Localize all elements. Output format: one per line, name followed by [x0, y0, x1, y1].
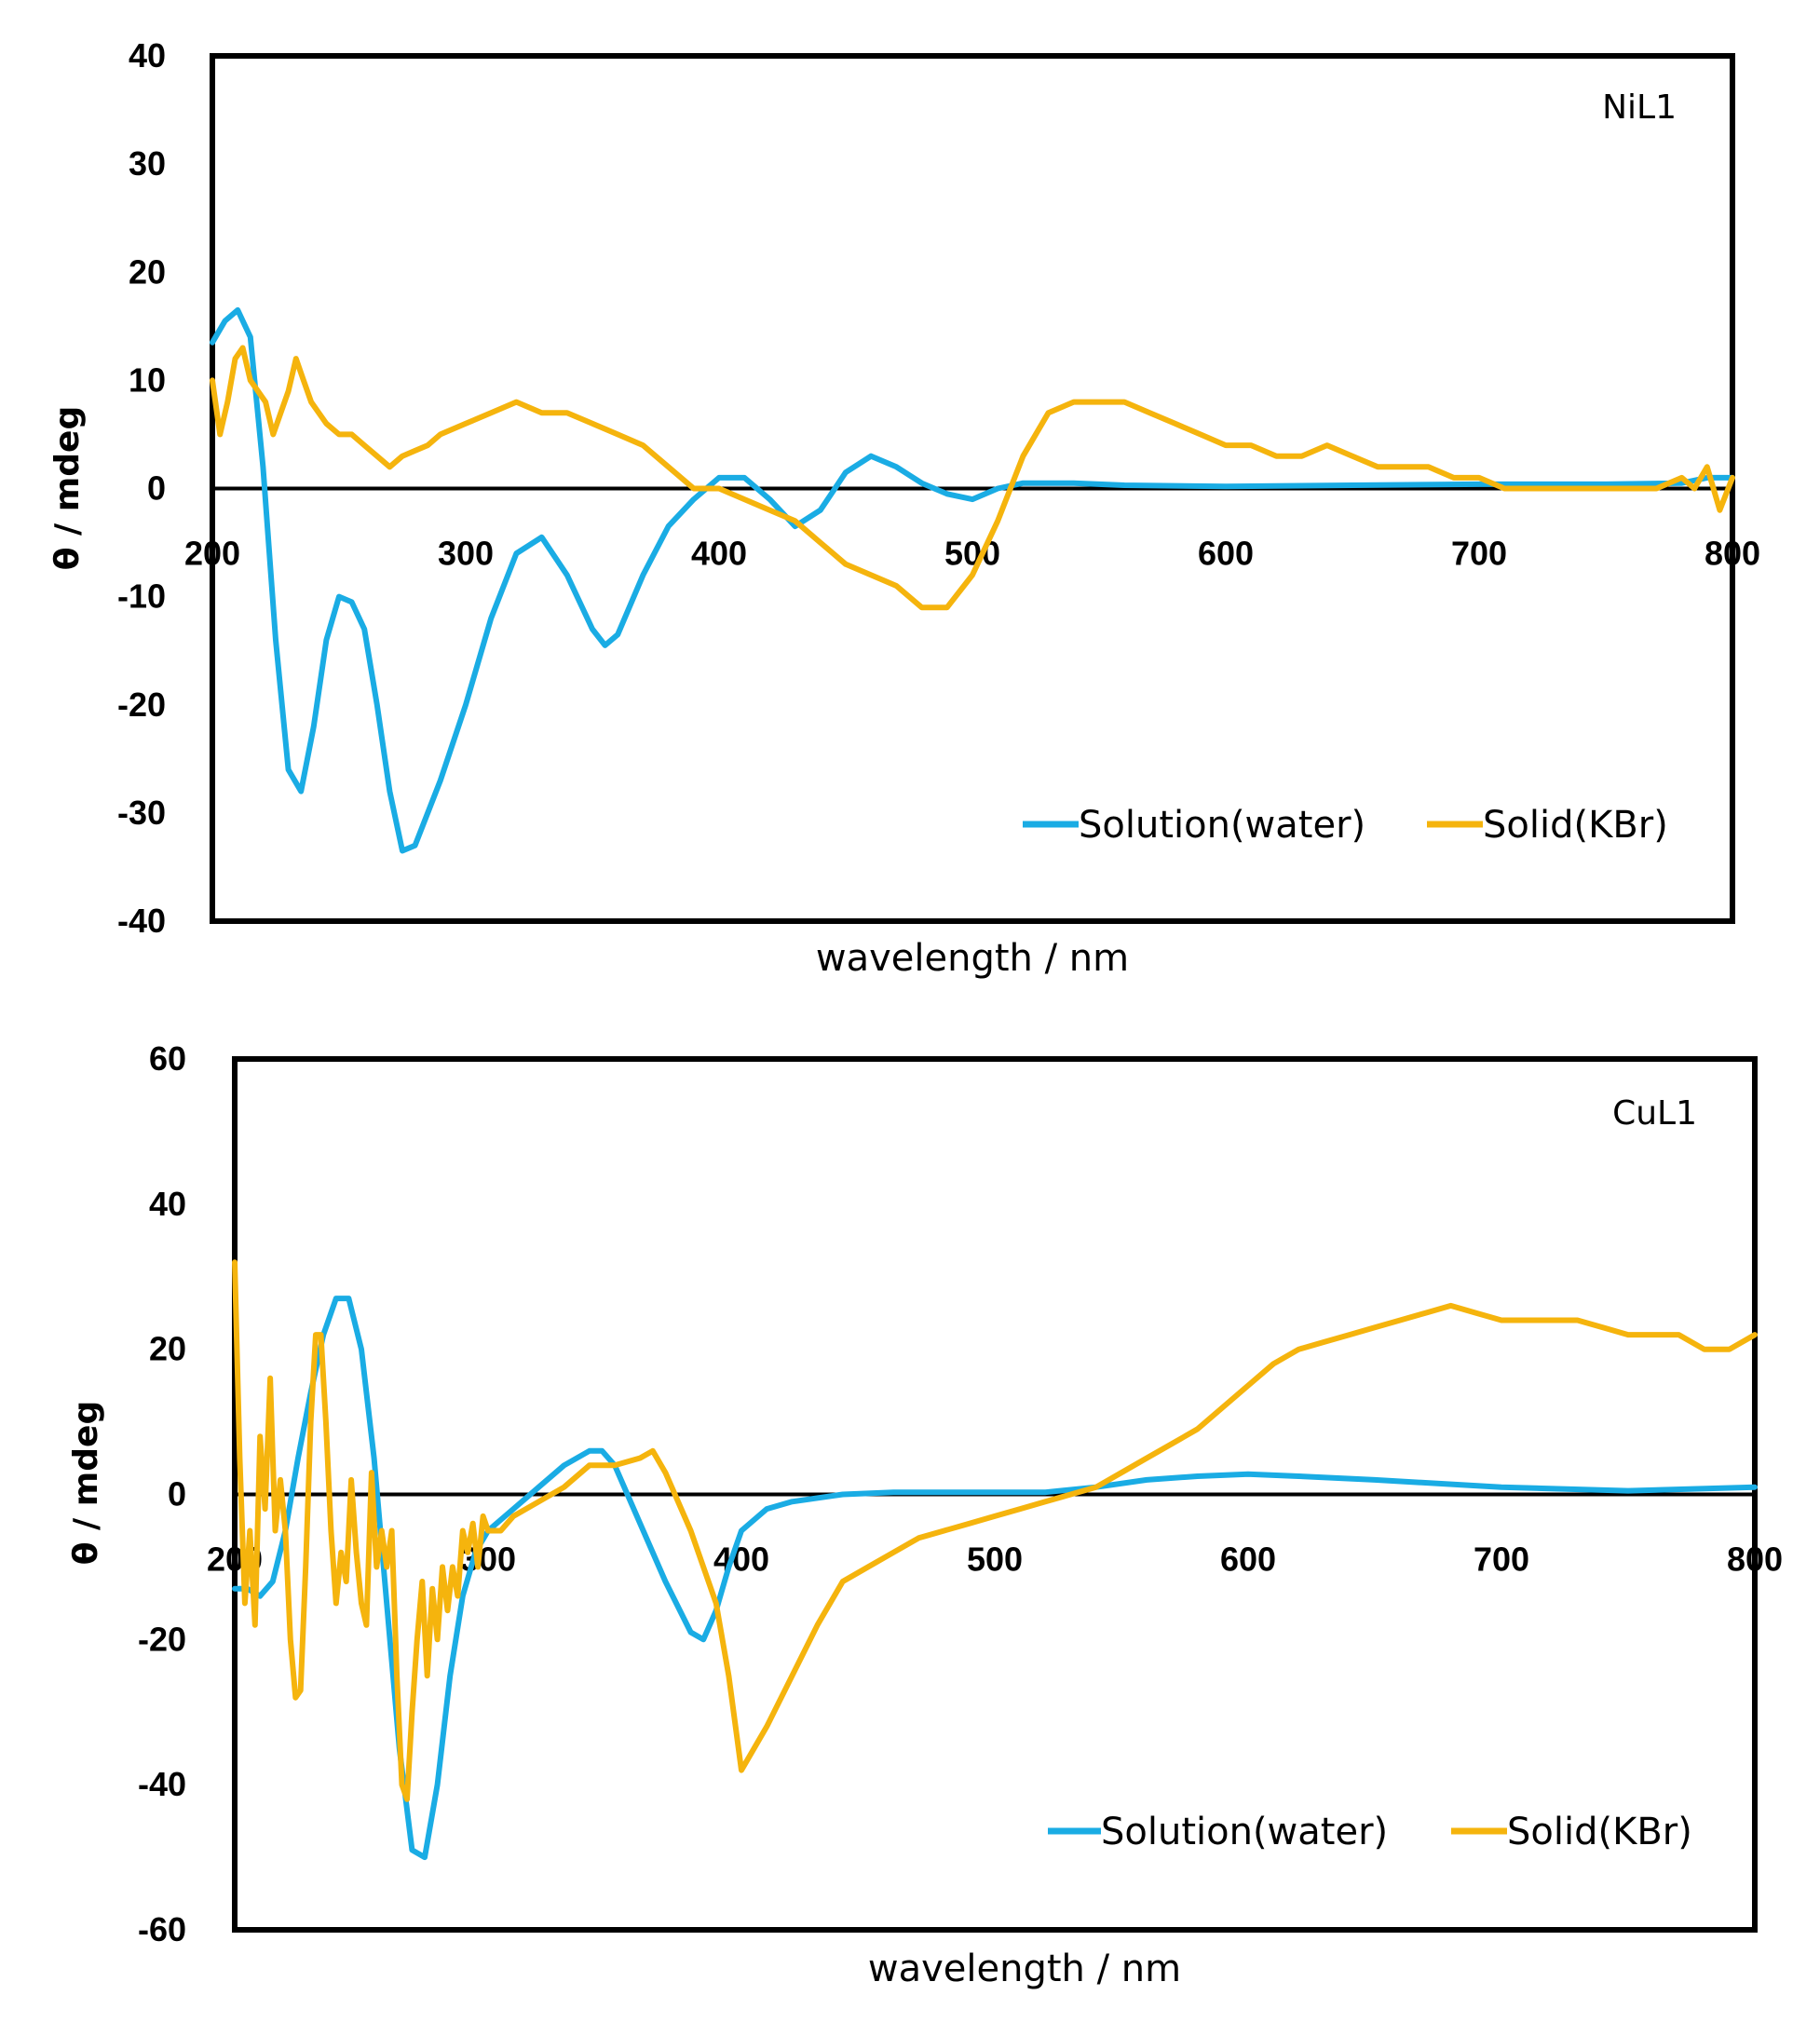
x-tick-label-nil1-2: 400 [691, 535, 747, 573]
x-axis-label-nil1: wavelength / nm [816, 937, 1129, 980]
x-tick-label-nil1-4: 600 [1198, 535, 1254, 573]
y-tick-label-nil1-2: 20 [129, 252, 166, 291]
x-axis-label-cul1: wavelength / nm [868, 1948, 1181, 1990]
x-tick-label-cul1-4: 600 [1220, 1541, 1276, 1579]
x-tick-label-cul1-3: 500 [967, 1541, 1023, 1579]
panel-title-nil1: NiL1 [1602, 88, 1677, 127]
y-tick-labels-cul1: 60 40 20 0 -20 -40 -60 [138, 1039, 186, 1948]
legend-label-solution-nil1: Solution(water) [1079, 804, 1365, 847]
y-tick-label-nil1-1: 30 [129, 144, 166, 183]
y-axis-label-nil1: θ / mdeg [48, 406, 87, 570]
y-tick-label-nil1-0: 40 [129, 36, 166, 75]
x-tick-label-cul1-2: 400 [713, 1541, 769, 1579]
x-tick-label-nil1-3: 500 [944, 535, 1000, 573]
y-tick-label-cul1-6: -60 [138, 1910, 186, 1948]
legend-nil1: Solution(water) Solid(KBr) [1023, 804, 1668, 847]
y-tick-label-cul1-4: -20 [138, 1620, 186, 1658]
series-group-nil1 [210, 306, 1735, 854]
legend-label-solid-nil1: Solid(KBr) [1483, 804, 1668, 847]
chart-panel-nil1: 40 30 20 10 0 -10 -20 -30 -40 200 300 400 500 600 700… [48, 36, 1760, 980]
series-line-cul1-solid [232, 1259, 1758, 1802]
series-group-cul1 [232, 1259, 1758, 1861]
y-tick-label-cul1-5: -40 [138, 1765, 186, 1803]
y-axis-label-cul1: θ / mdeg [67, 1401, 105, 1565]
legend-cul1: Solution(water) Solid(KBr) [1048, 1811, 1692, 1853]
x-tick-label-cul1-6: 800 [1727, 1541, 1783, 1579]
y-tick-label-nil1-4: 0 [147, 469, 166, 508]
x-tick-labels-cul1: 200 300 400 500 600 700 800 [207, 1541, 1783, 1579]
y-tick-label-cul1-3: 0 [168, 1475, 186, 1513]
x-tick-label-cul1-5: 700 [1474, 1541, 1529, 1579]
x-tick-label-nil1-5: 700 [1451, 535, 1507, 573]
x-tick-label-nil1-1: 300 [438, 535, 494, 573]
y-tick-label-nil1-3: 10 [129, 360, 166, 399]
series-line-nil1-solution [210, 306, 1735, 854]
legend-label-solid-cul1: Solid(KBr) [1507, 1811, 1692, 1853]
y-tick-label-cul1-2: 20 [149, 1330, 186, 1368]
y-tick-label-nil1-5: -10 [117, 577, 166, 616]
panel-title-cul1: CuL1 [1612, 1094, 1697, 1133]
y-tick-label-nil1-8: -40 [117, 902, 166, 940]
y-tick-label-cul1-0: 60 [149, 1039, 186, 1078]
x-tick-label-nil1-6: 800 [1705, 535, 1760, 573]
y-tick-label-nil1-6: -20 [117, 685, 166, 724]
legend-label-solution-cul1: Solution(water) [1101, 1811, 1388, 1853]
y-tick-label-cul1-1: 40 [149, 1185, 186, 1223]
x-tick-label-nil1-0: 200 [184, 535, 240, 573]
series-line-nil1-solid [210, 345, 1735, 611]
y-tick-labels-nil1: 40 30 20 10 0 -10 -20 -30 -40 [117, 36, 166, 940]
y-tick-label-nil1-7: -30 [117, 794, 166, 832]
x-tick-labels-nil1: 200 300 400 500 600 700 800 [184, 535, 1760, 573]
